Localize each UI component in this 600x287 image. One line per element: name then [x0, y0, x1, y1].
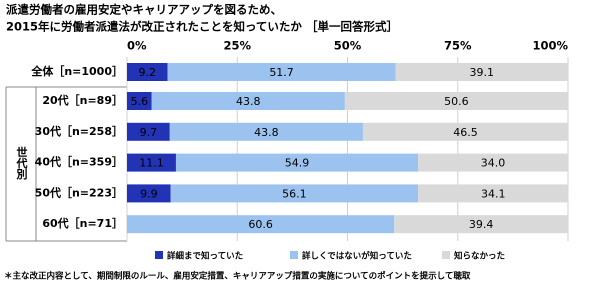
category-label: 20代［n=89］ [42, 93, 123, 107]
bar-segment [127, 184, 171, 203]
value-label: 11.1 [139, 157, 164, 170]
bar-segment [127, 215, 395, 234]
value-label: 54.9 [285, 157, 310, 170]
legend-swatch [442, 251, 450, 259]
legend-label: 詳細まで知っていた [167, 251, 243, 262]
chart-subtitle: 2015年に労働者派遣法が改正されたことを知っていたか [6, 20, 302, 34]
footnote: ＊主な改正内容として、期間制限のルール、雇用安定措置、キャリアアップ措置の実施に… [4, 271, 471, 282]
x-tick-label: 0% [127, 39, 147, 53]
value-label: 50.6 [444, 95, 469, 108]
value-label: 9.9 [140, 187, 158, 200]
category-label: 全体［n=1000］ [30, 64, 123, 78]
chart-title: 派遣労働者の雇用安定やキャリアアップを図るため、 [6, 3, 282, 17]
value-label: 34.1 [481, 187, 506, 200]
bar-segment [418, 153, 568, 172]
x-tick-label: 75% [444, 39, 472, 53]
value-label: 9.7 [140, 126, 158, 139]
value-label: 46.5 [453, 126, 478, 139]
value-label: 43.8 [236, 95, 261, 108]
x-tick-label: 25% [223, 39, 251, 53]
value-label: 5.6 [131, 95, 149, 108]
bar-segment [344, 92, 568, 110]
value-label: 39.4 [469, 218, 494, 231]
category-label: 50代［n=223］ [35, 185, 123, 199]
value-label: 60.6 [248, 218, 273, 231]
legend-label: 知らなかった [454, 251, 505, 262]
value-label: 39.1 [470, 66, 495, 79]
bar-segment [167, 63, 396, 81]
legend-swatch [155, 251, 163, 259]
annotation: ［単一回答形式］ [306, 20, 398, 34]
bar-segment [169, 122, 363, 141]
bar-segment [127, 63, 168, 81]
value-label: 51.7 [269, 66, 294, 79]
legend-label: 詳しくではないが知っていた [302, 251, 412, 262]
bar-segment [175, 153, 419, 172]
value-label: 34.0 [481, 157, 506, 170]
bar-segment [127, 92, 152, 110]
category-label: 30代［n=258］ [35, 124, 123, 138]
bar-segment [151, 92, 345, 110]
bar-segment [418, 184, 569, 203]
category-label: 40代［n=359］ [35, 155, 123, 169]
group-label: 世代別 [15, 145, 29, 180]
x-tick-label: 50% [334, 39, 362, 53]
legend-swatch [290, 251, 298, 259]
x-tick-label: 100% [532, 39, 568, 53]
value-label: 43.8 [254, 126, 279, 139]
value-label: 56.1 [282, 187, 307, 200]
category-label: 60代［n=71］ [42, 216, 123, 230]
bar-segment [170, 184, 419, 203]
bar-segment [127, 122, 170, 141]
bar-segment [395, 63, 568, 81]
value-label: 9.2 [139, 66, 157, 79]
bar-segment [394, 215, 568, 234]
bar-segment [127, 153, 176, 172]
bar-segment [362, 122, 568, 141]
